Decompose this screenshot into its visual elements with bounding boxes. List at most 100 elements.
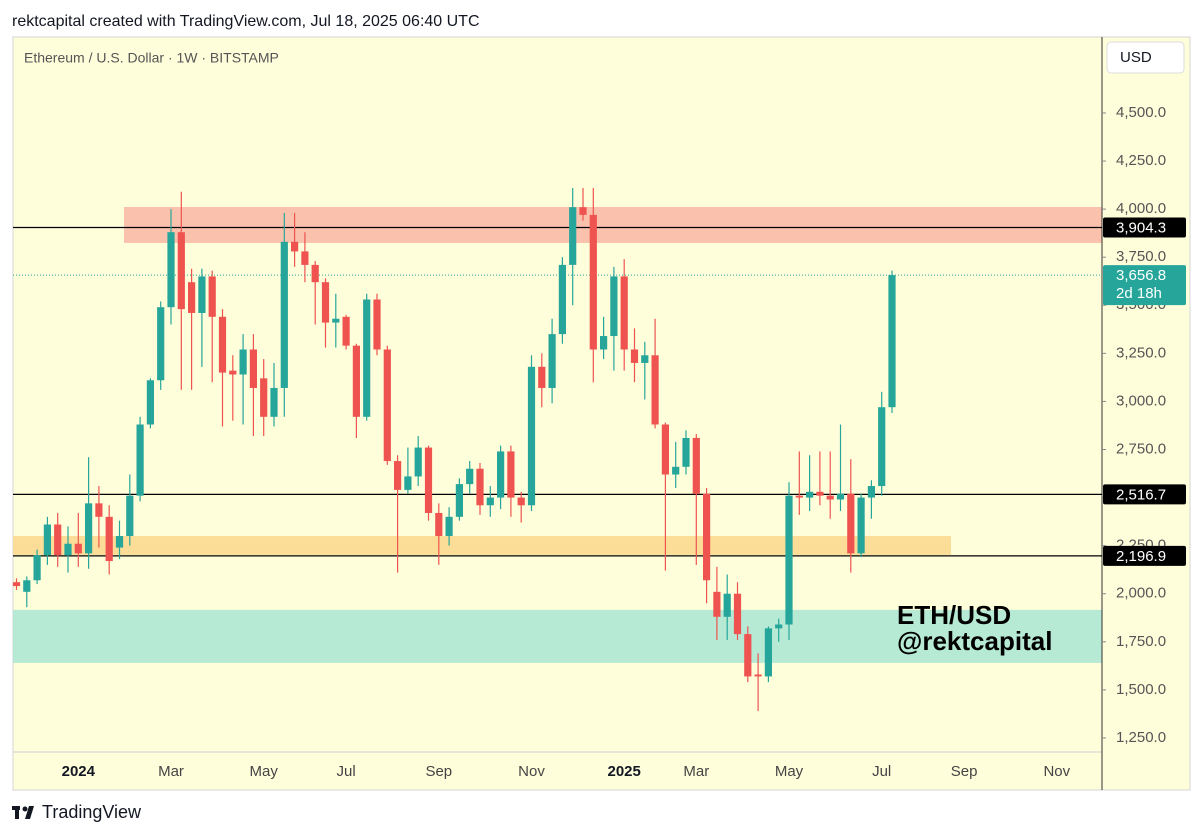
candle-body [54, 524, 62, 556]
candle-body [517, 497, 525, 506]
candle-body [352, 345, 360, 417]
candle-body [105, 516, 113, 562]
level-label-box [1103, 545, 1186, 566]
candle-body [466, 468, 474, 485]
last-price-box [1103, 265, 1186, 306]
candle-body [878, 407, 886, 487]
candle-body [497, 451, 505, 498]
tradingview-logo [12, 806, 34, 819]
candle-body [455, 484, 463, 517]
x-tick-label: Sep [425, 763, 452, 780]
x-tick-label: Sep [951, 763, 978, 780]
symbol-title: Ethereum / U.S. Dollar · 1W · BITSTAMP [24, 50, 279, 66]
candle-body [208, 276, 216, 317]
candle-body [888, 275, 896, 408]
candle-body [733, 593, 742, 635]
candle-body [785, 495, 793, 625]
y-tick-label: 3,000.0 [1116, 392, 1166, 409]
x-tick-label: May [250, 763, 279, 780]
x-tick-label: 2025 [608, 763, 641, 780]
candle-body [157, 307, 165, 381]
candle-body [775, 624, 783, 629]
candle-body [291, 241, 299, 252]
candle-body [651, 355, 659, 425]
candle-body [600, 336, 608, 350]
y-tick-label: 2,750.0 [1116, 440, 1166, 457]
zone [13, 609, 1102, 663]
last-price-label: 3,656.8 [1116, 267, 1166, 284]
candle-body [610, 276, 618, 337]
candle-body [836, 493, 845, 500]
zone [124, 207, 1102, 243]
x-tick-label: Mar [683, 763, 709, 780]
candle-body [867, 486, 875, 498]
candle-body [414, 447, 422, 477]
candle-body [270, 387, 278, 417]
candle-body [816, 491, 824, 496]
footer-brand: TradingView [42, 802, 142, 822]
currency-label[interactable]: USD [1120, 49, 1152, 66]
y-tick-label: 3,250.0 [1116, 344, 1166, 361]
candle-body [33, 555, 41, 581]
candle-body [146, 380, 154, 425]
candle-body [630, 349, 639, 363]
y-tick-label: 1,750.0 [1116, 633, 1166, 650]
watermark: @rektcapital [897, 626, 1052, 656]
candle-body [661, 424, 669, 475]
candle-body [569, 207, 577, 265]
x-tick-label: Nov [518, 763, 545, 780]
level-label-box [1103, 484, 1186, 505]
candle-body [260, 378, 268, 417]
candle-body [177, 232, 185, 310]
candle-body [404, 476, 412, 490]
currency-button[interactable] [1106, 41, 1185, 74]
candle-body [12, 582, 21, 587]
candle-body [795, 495, 803, 498]
candle-body [744, 634, 752, 677]
y-tick-label: 4,250.0 [1116, 152, 1166, 169]
candle-body [342, 316, 350, 346]
y-tick-label: 3,750.0 [1116, 248, 1166, 265]
candle-body [43, 524, 51, 556]
candle-body [23, 580, 31, 592]
candle-body [826, 495, 834, 500]
candle-body [383, 349, 391, 462]
candle-body [486, 497, 494, 506]
candle-body [589, 214, 597, 350]
candle-body [703, 493, 711, 581]
plot-area: 1,250.01,500.01,750.02,000.02,250.02,500… [12, 37, 1186, 790]
candle-body [641, 355, 649, 363]
level-label: 3,904.3 [1116, 219, 1166, 236]
x-tick-label: Jul [872, 763, 891, 780]
candle-body [115, 536, 124, 548]
candle-body [218, 316, 227, 373]
candle-body [507, 451, 515, 498]
level-label: 2,196.9 [1116, 548, 1166, 565]
candle-body [538, 366, 546, 388]
candle-body [301, 251, 309, 265]
y-tick-label: 4,500.0 [1116, 104, 1166, 121]
candle-body [280, 241, 288, 388]
candle-body [126, 495, 134, 537]
x-tick-label: May [775, 763, 804, 780]
candle-body [167, 232, 175, 308]
header-title: rektcapital created with TradingView.com… [12, 13, 480, 30]
zone [13, 536, 951, 555]
candle-body [445, 516, 453, 537]
candle-body [74, 543, 82, 554]
x-tick-label: 2024 [62, 763, 96, 780]
candle-body [527, 366, 536, 506]
candle-body [321, 282, 330, 323]
candle-body [764, 628, 772, 677]
y-tick-label: 1,250.0 [1116, 729, 1166, 746]
candle-body [363, 299, 371, 417]
candle-body [558, 264, 566, 335]
level-label: 2,516.7 [1116, 486, 1166, 503]
candle-body [847, 493, 855, 554]
candle-body [713, 591, 721, 617]
candle-body [857, 497, 865, 554]
candle-body [723, 593, 731, 617]
candle-body [394, 461, 402, 490]
candle-body [548, 334, 556, 388]
